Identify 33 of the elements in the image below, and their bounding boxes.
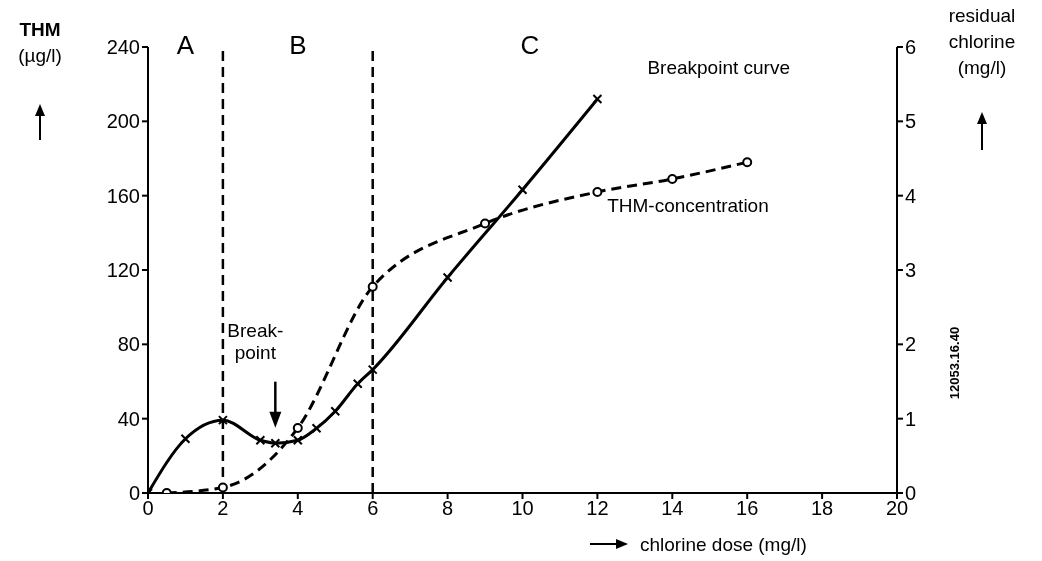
annotation: B: [289, 30, 307, 61]
y-tick-label: 160: [106, 184, 140, 207]
y2-axis-title: residual chlorine (mg/l): [948, 5, 1016, 78]
x-tick-label: 4: [292, 497, 304, 520]
y-tick-label: 240: [106, 36, 140, 59]
x-tick-label: 8: [442, 497, 454, 520]
x-tick-label: 18: [810, 497, 834, 520]
y-tick-label: 200: [106, 110, 140, 133]
x-tick-label: 6: [367, 497, 379, 520]
y2-tick-label: 3: [905, 259, 917, 282]
y2-tick-label: 4: [905, 184, 917, 207]
x-tick-label: 10: [511, 497, 534, 520]
y-tick-label: 120: [106, 259, 140, 282]
y2-tick-label: 2: [905, 333, 917, 356]
annotation: A: [176, 30, 195, 61]
y-tick-label: 0: [128, 482, 140, 505]
x-tick-label: 0: [142, 497, 154, 520]
series-label: THM-concentration: [607, 195, 769, 217]
x-tick-label: 16: [736, 497, 759, 520]
y-tick-label: 80: [117, 333, 140, 356]
x-tick-label: 12: [586, 497, 609, 520]
y2-tick-label: 6: [905, 36, 917, 59]
y2-tick-label: 1: [905, 407, 917, 430]
y-axis-title: THM (µg/l): [18, 19, 62, 66]
x-axis-title: chlorine dose (mg/l): [640, 534, 807, 555]
x-tick-label: 2: [217, 497, 229, 520]
x-tick-label: 14: [661, 497, 684, 520]
text: Breakpoint curve: [647, 57, 790, 79]
text: 12053.16.40: [947, 326, 962, 400]
y-tick-label: 40: [117, 407, 140, 430]
y2-tick-label: 5: [905, 110, 917, 133]
annotation: Break- point: [227, 319, 284, 363]
annotation: C: [520, 30, 540, 61]
